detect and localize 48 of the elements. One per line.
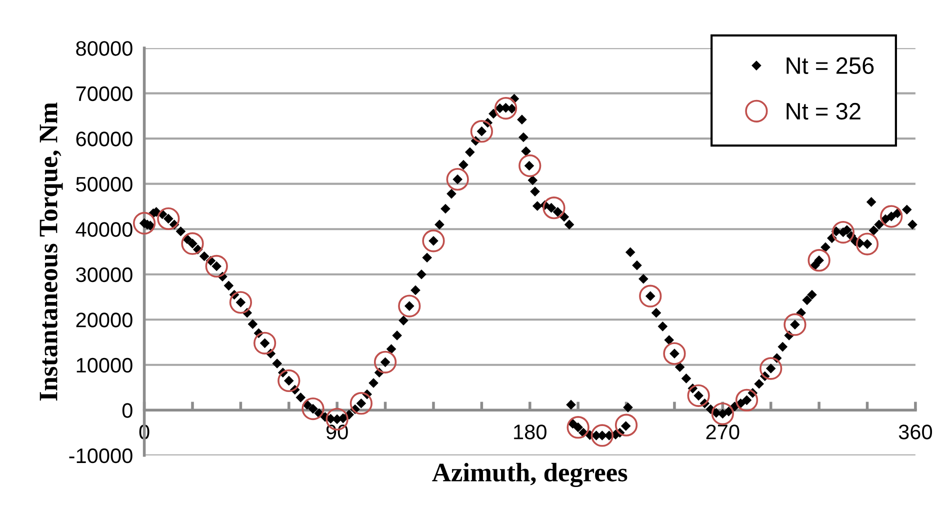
point xyxy=(711,402,734,426)
point xyxy=(784,313,806,336)
point xyxy=(663,342,686,365)
point xyxy=(302,397,324,420)
point xyxy=(181,232,204,255)
y-tick-label: 60000 xyxy=(76,132,132,146)
point xyxy=(132,212,156,235)
point xyxy=(856,232,879,256)
point xyxy=(566,416,590,439)
x-tick-label: 180 xyxy=(514,424,546,440)
point xyxy=(374,350,397,374)
point xyxy=(880,205,903,228)
y-tick-label: 20000 xyxy=(76,312,132,328)
point xyxy=(808,249,830,272)
point xyxy=(614,414,638,436)
point xyxy=(446,168,469,191)
y-axis-title: Instantaneous Torque, Nm xyxy=(40,102,63,401)
point xyxy=(832,220,854,244)
point xyxy=(518,154,542,178)
y-tick-label: 0 xyxy=(122,403,132,418)
point xyxy=(398,294,421,318)
point xyxy=(639,284,662,308)
point xyxy=(157,207,180,230)
y-tick-label: 50000 xyxy=(76,176,132,192)
point xyxy=(687,384,710,407)
y-tick-label: 10000 xyxy=(76,358,132,373)
point xyxy=(350,392,373,415)
legend-label: Nt = 32 xyxy=(786,102,860,120)
x-axis-title: Azimuth, degrees xyxy=(432,462,628,488)
point xyxy=(542,196,566,220)
point xyxy=(278,369,300,392)
point xyxy=(735,388,758,412)
point xyxy=(205,254,228,278)
point xyxy=(470,120,493,143)
legend-label: Nt = 256 xyxy=(786,57,874,74)
point xyxy=(422,230,445,252)
point xyxy=(229,291,252,314)
y-tick-label: 70000 xyxy=(76,86,132,102)
point xyxy=(590,424,614,447)
x-tick-label: 270 xyxy=(706,424,740,440)
y-tick-label: 80000 xyxy=(76,41,132,56)
point xyxy=(253,332,276,354)
y-tick-label: 30000 xyxy=(76,267,132,282)
y-tick-label: -10000 xyxy=(69,448,132,464)
y-tick-label: 40000 xyxy=(76,222,132,237)
x-tick-label: 360 xyxy=(898,424,932,440)
point xyxy=(760,357,782,380)
point xyxy=(494,96,518,120)
